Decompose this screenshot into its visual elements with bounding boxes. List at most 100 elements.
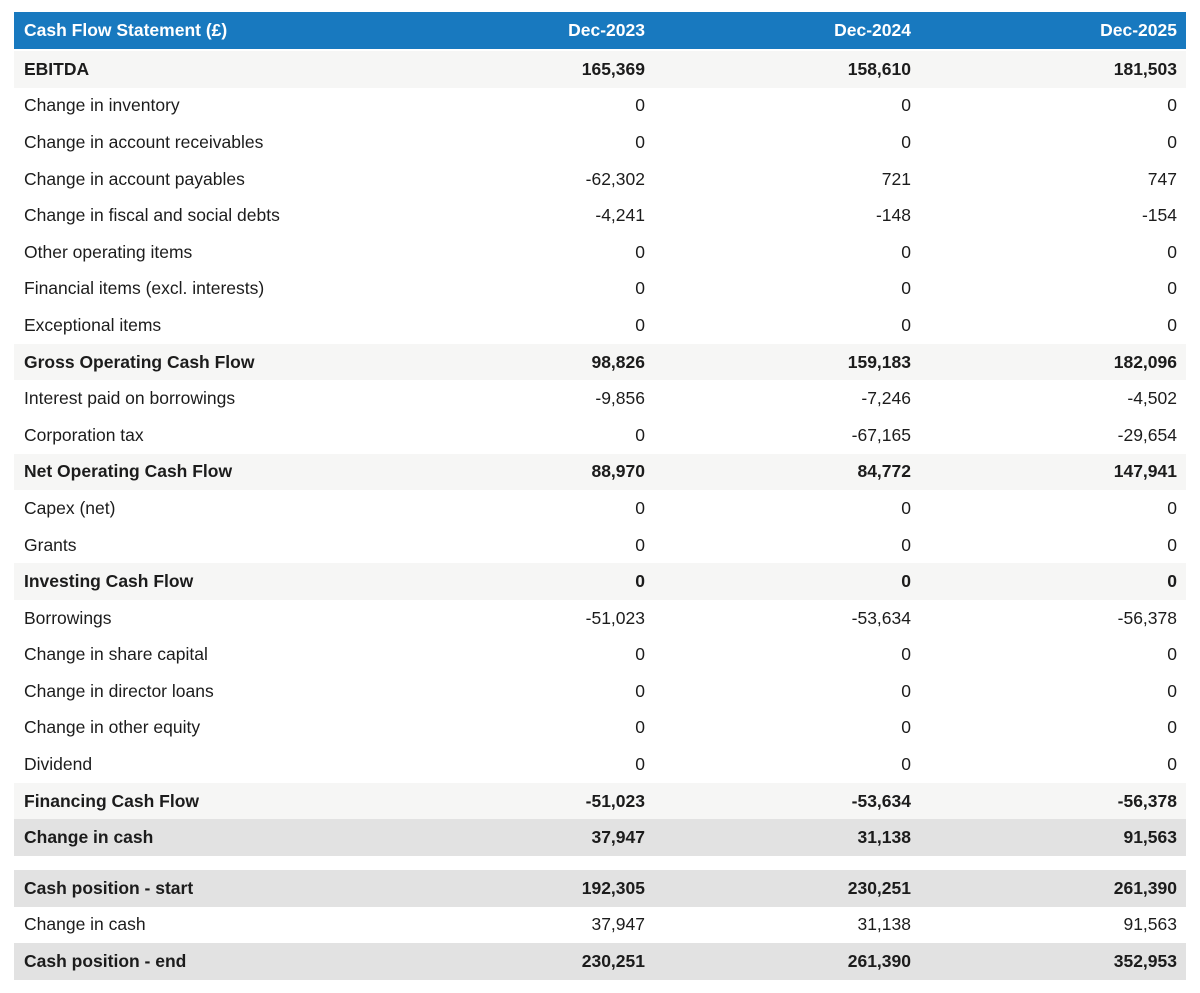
row-value: 352,953	[1113, 951, 1177, 972]
row-label: Other operating items	[24, 241, 193, 262]
row-value: 147,941	[1113, 461, 1177, 482]
row-value: 0	[901, 754, 911, 775]
table-row: Change in account receivables 0 0 0	[14, 124, 1186, 161]
table-row: Financial items (excl. interests) 0 0 0	[14, 270, 1186, 308]
row-value: 37,947	[591, 914, 645, 935]
row-label: Change in fiscal and social debts	[24, 205, 280, 226]
row-label: Capex (net)	[24, 497, 116, 518]
table-row: EBITDA 165,369 158,610 181,503	[14, 51, 1186, 88]
row-value: 0	[635, 571, 645, 592]
row-label: Interest paid on borrowings	[24, 388, 236, 409]
row-value: 0	[1167, 497, 1177, 518]
row-value: 0	[635, 241, 645, 262]
column-header: Dec-2024	[834, 20, 911, 40]
row-label: Gross Operating Cash Flow	[24, 351, 255, 372]
table-row: Cash position - end 230,251 261,390 352,…	[14, 943, 1186, 980]
row-label: Change in other equity	[24, 717, 201, 738]
row-value: 261,390	[847, 951, 911, 972]
row-value: 158,610	[847, 58, 911, 79]
row-value: 0	[1167, 131, 1177, 152]
row-label: Change in director loans	[24, 680, 214, 701]
row-value: -9,856	[595, 388, 645, 409]
row-value: 0	[901, 571, 911, 592]
row-value: 0	[635, 717, 645, 738]
row-value: -53,634	[851, 790, 911, 811]
row-value: 230,251	[847, 877, 911, 898]
table-row: Change in cash 37,947 31,138 91,563	[14, 819, 1186, 857]
row-value: -4,241	[595, 205, 645, 226]
row-value: -56,378	[1117, 607, 1177, 628]
table-row: Change in cash 37,947 31,138 91,563	[14, 906, 1186, 944]
row-label: EBITDA	[24, 58, 90, 79]
row-value: 0	[901, 717, 911, 738]
table-row: Interest paid on borrowings -9,856 -7,24…	[14, 380, 1186, 417]
table-header-row: Cash Flow Statement (£) Dec-2023 Dec-2024…	[14, 12, 1186, 49]
table-title: Cash Flow Statement (£)	[24, 20, 228, 40]
row-value: 0	[635, 680, 645, 701]
row-label: Financing Cash Flow	[24, 790, 200, 811]
row-value: 0	[1167, 241, 1177, 262]
row-value: 0	[635, 314, 645, 335]
table-row: Corporation tax 0 -67,165 -29,654	[14, 416, 1186, 454]
row-value: 192,305	[581, 877, 645, 898]
row-value: 0	[1167, 680, 1177, 701]
row-value: 91,563	[1123, 827, 1177, 848]
row-label: Change in inventory	[24, 95, 180, 116]
row-label: Corporation tax	[24, 424, 144, 445]
row-value: 84,772	[857, 461, 911, 482]
row-value: 165,369	[581, 58, 645, 79]
row-label: Investing Cash Flow	[24, 571, 194, 592]
table-row: Net Operating Cash Flow 88,970 84,772 14…	[14, 453, 1186, 491]
row-value: 747	[1147, 168, 1177, 189]
row-value: -62,302	[585, 168, 645, 189]
row-value: 181,503	[1113, 58, 1177, 79]
table-row: Exceptional items 0 0 0	[14, 307, 1186, 344]
row-value: 0	[635, 497, 645, 518]
row-value: 0	[635, 278, 645, 299]
row-value: -29,654	[1117, 424, 1177, 445]
table-row: Change in inventory 0 0 0	[14, 87, 1186, 125]
row-value: 0	[1167, 95, 1177, 116]
row-value: -51,023	[585, 790, 645, 811]
row-label: Change in cash	[24, 914, 146, 935]
row-value: 0	[1167, 534, 1177, 555]
row-label: Dividend	[24, 754, 93, 775]
cash-flow-statement-table: Cash Flow Statement (£) Dec-2023 Dec-2024…	[14, 12, 1186, 980]
row-value: 0	[635, 754, 645, 775]
row-label: Exceptional items	[24, 314, 162, 335]
table-row: Financing Cash Flow -51,023 -53,634 -56,…	[14, 782, 1186, 820]
row-value: 0	[1167, 571, 1177, 592]
row-value: 0	[901, 278, 911, 299]
row-value: 0	[1167, 644, 1177, 665]
row-label: Borrowings	[24, 607, 112, 628]
row-value: -148	[875, 205, 911, 226]
row-value: 0	[901, 534, 911, 555]
row-value: 0	[901, 95, 911, 116]
table-body: EBITDA 165,369 158,610 181,503 Change in…	[14, 51, 1186, 980]
row-value: 0	[901, 241, 911, 262]
row-value: -7,246	[861, 388, 911, 409]
table-row: Other operating items 0 0 0	[14, 233, 1186, 271]
row-value: 98,826	[591, 351, 645, 372]
row-value: -53,634	[851, 607, 911, 628]
table-row: Change in fiscal and social debts -4,241…	[14, 197, 1186, 234]
row-value: 0	[901, 131, 911, 152]
row-label: Change in account receivables	[24, 131, 264, 152]
row-value: 91,563	[1123, 914, 1177, 935]
row-value: 0	[1167, 278, 1177, 299]
row-label: Cash position - start	[24, 877, 194, 898]
row-label: Cash position - end	[24, 951, 187, 972]
row-value: 159,183	[847, 351, 911, 372]
row-value: 37,947	[591, 827, 645, 848]
row-value: 31,138	[857, 914, 911, 935]
row-value: -51,023	[585, 607, 645, 628]
table-row: Change in account payables -62,302 721 7…	[14, 160, 1186, 198]
row-value: 0	[635, 424, 645, 445]
row-value: 0	[1167, 754, 1177, 775]
row-value: 0	[901, 497, 911, 518]
row-value: -67,165	[851, 424, 911, 445]
row-value: 31,138	[857, 827, 911, 848]
row-value: 721	[881, 168, 911, 189]
row-value: 230,251	[581, 951, 645, 972]
table-row: Change in other equity 0 0 0	[14, 709, 1186, 747]
